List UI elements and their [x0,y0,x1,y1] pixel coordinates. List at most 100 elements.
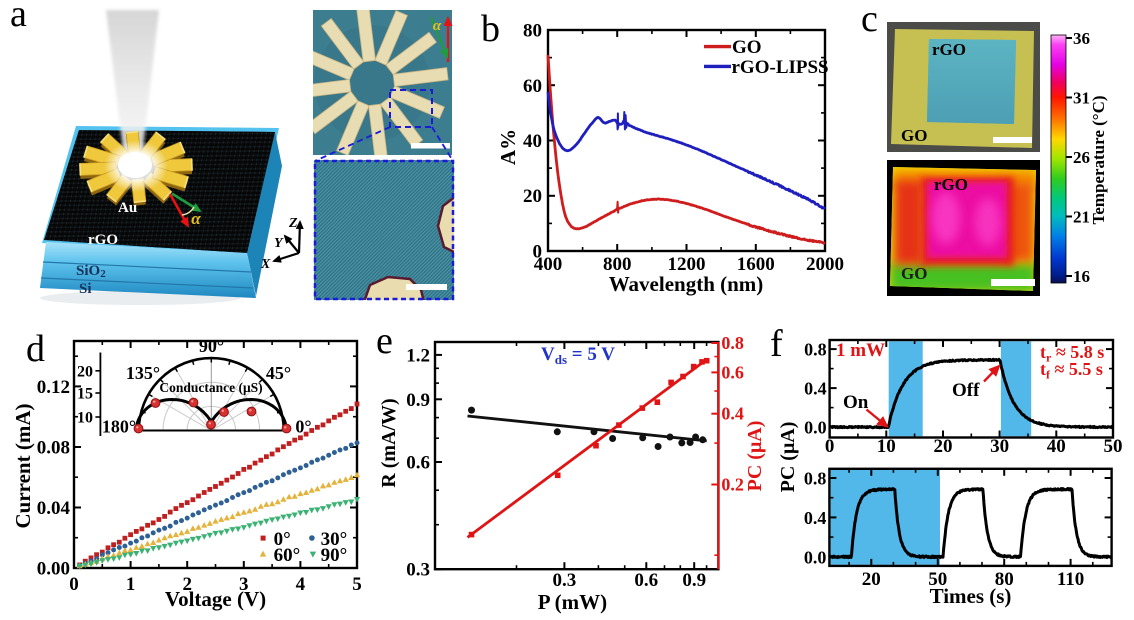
svg-text:Off: Off [952,380,980,401]
svg-text:P (mW): P (mW) [538,590,607,614]
svg-text:tr ≈ 5.8 s: tr ≈ 5.8 s [1040,342,1104,365]
svg-text:36: 36 [1073,29,1090,48]
svg-text:Current (mA): Current (mA) [11,403,35,528]
svg-text:0°: 0° [274,529,291,550]
svg-text:Si: Si [79,281,92,297]
svg-text:30°: 30° [321,529,348,550]
svg-text:16: 16 [1073,267,1090,286]
svg-text:135°: 135° [126,363,160,383]
svg-text:On: On [843,392,869,413]
svg-text:rGO: rGO [934,175,968,194]
svg-text:Voltage (V): Voltage (V) [165,587,266,611]
svg-text:3: 3 [239,574,249,595]
svg-text:0.2: 0.2 [721,475,744,495]
svg-text:0.8: 0.8 [804,340,827,360]
svg-text:A%: A% [496,129,520,165]
svg-text:1.2: 1.2 [406,345,430,366]
svg-text:5: 5 [352,574,362,595]
svg-text:30: 30 [990,436,1009,457]
svg-text:α: α [191,209,201,228]
svg-text:Wavelength (nm): Wavelength (nm) [609,272,764,296]
svg-text:0.0: 0.0 [804,418,827,438]
svg-text:20: 20 [523,186,542,207]
svg-text:0: 0 [825,436,835,457]
svg-text:c: c [861,0,878,40]
svg-text:1 mW: 1 mW [836,340,885,361]
svg-text:20: 20 [934,436,953,457]
svg-text:110: 110 [1057,569,1084,590]
svg-text:X: X [260,257,271,272]
svg-text:0.3: 0.3 [553,570,577,591]
svg-text:400: 400 [534,254,563,275]
svg-text:1200: 1200 [668,254,706,275]
svg-text:80: 80 [995,569,1014,590]
svg-text:f: f [770,323,783,365]
svg-text:180°: 180° [102,417,136,437]
svg-text:60°: 60° [274,545,301,566]
svg-text:0.4: 0.4 [721,404,744,424]
svg-text:Conductance (μS): Conductance (μS) [159,380,262,395]
svg-text:0.6: 0.6 [721,362,744,382]
svg-text:45°: 45° [266,363,291,383]
svg-text:21: 21 [1073,208,1090,227]
svg-text:0: 0 [533,242,543,263]
svg-text:0.4: 0.4 [804,508,827,528]
svg-text:PC (μA): PC (μA) [777,422,799,493]
svg-text:0.08: 0.08 [37,438,70,459]
svg-text:0.9: 0.9 [682,570,706,591]
svg-text:GO: GO [901,126,927,145]
svg-text:2000: 2000 [806,254,844,275]
svg-text:10: 10 [877,436,896,457]
svg-text:0.6: 0.6 [406,453,430,474]
svg-text:GO: GO [732,37,762,58]
svg-text:20: 20 [862,569,881,590]
svg-text:SiO2: SiO2 [76,263,106,280]
svg-text:1600: 1600 [737,254,775,275]
svg-text:40: 40 [1047,436,1066,457]
svg-text:31: 31 [1073,89,1090,108]
svg-text:d: d [26,328,45,370]
svg-text:Y: Y [274,236,284,251]
svg-text:e: e [376,320,393,362]
svg-text:0.0: 0.0 [804,547,827,567]
svg-text:0.9: 0.9 [406,390,430,411]
svg-text:0.6: 0.6 [634,570,658,591]
svg-text:0: 0 [69,574,79,595]
svg-text:10: 10 [77,410,93,427]
svg-text:0.8: 0.8 [721,333,744,353]
svg-text:rGO: rGO [932,40,966,59]
svg-text:a: a [10,0,27,35]
svg-text:80: 80 [523,21,542,42]
svg-text:Vds = 5 V: Vds = 5 V [541,344,615,367]
svg-text:800: 800 [603,254,632,275]
svg-text:90°: 90° [321,545,348,566]
svg-text:GO: GO [901,264,927,283]
svg-text:Times (s): Times (s) [930,584,1012,608]
svg-text:20: 20 [77,363,93,380]
svg-text:tf ≈ 5.5 s: tf ≈ 5.5 s [1040,359,1103,382]
svg-text:0.12: 0.12 [37,377,70,398]
svg-text:rGO: rGO [88,232,118,248]
svg-text:15: 15 [77,386,93,403]
svg-text:0.3: 0.3 [406,560,430,581]
svg-text:Z: Z [288,216,298,231]
svg-text:PC (μA): PC (μA) [744,421,766,492]
svg-text:40: 40 [523,131,542,152]
svg-text:2: 2 [182,574,192,595]
svg-text:R (mA/W): R (mA/W) [378,398,400,487]
svg-text:4: 4 [296,574,306,595]
svg-text:Au: Au [118,200,137,216]
svg-text:90°: 90° [199,336,224,356]
svg-text:0.8: 0.8 [804,469,827,489]
svg-text:rGO-LIPSS: rGO-LIPSS [732,57,829,78]
svg-text:50: 50 [928,569,947,590]
svg-text:60: 60 [523,76,542,97]
svg-text:0.00: 0.00 [37,559,70,580]
svg-text:1: 1 [126,574,136,595]
svg-text:Temperature (°C): Temperature (°C) [1089,95,1108,224]
svg-text:50: 50 [1104,436,1123,457]
svg-text:b: b [481,8,500,50]
svg-text:α: α [433,18,442,34]
svg-text:26: 26 [1073,148,1090,167]
svg-text:0.4: 0.4 [804,379,827,399]
